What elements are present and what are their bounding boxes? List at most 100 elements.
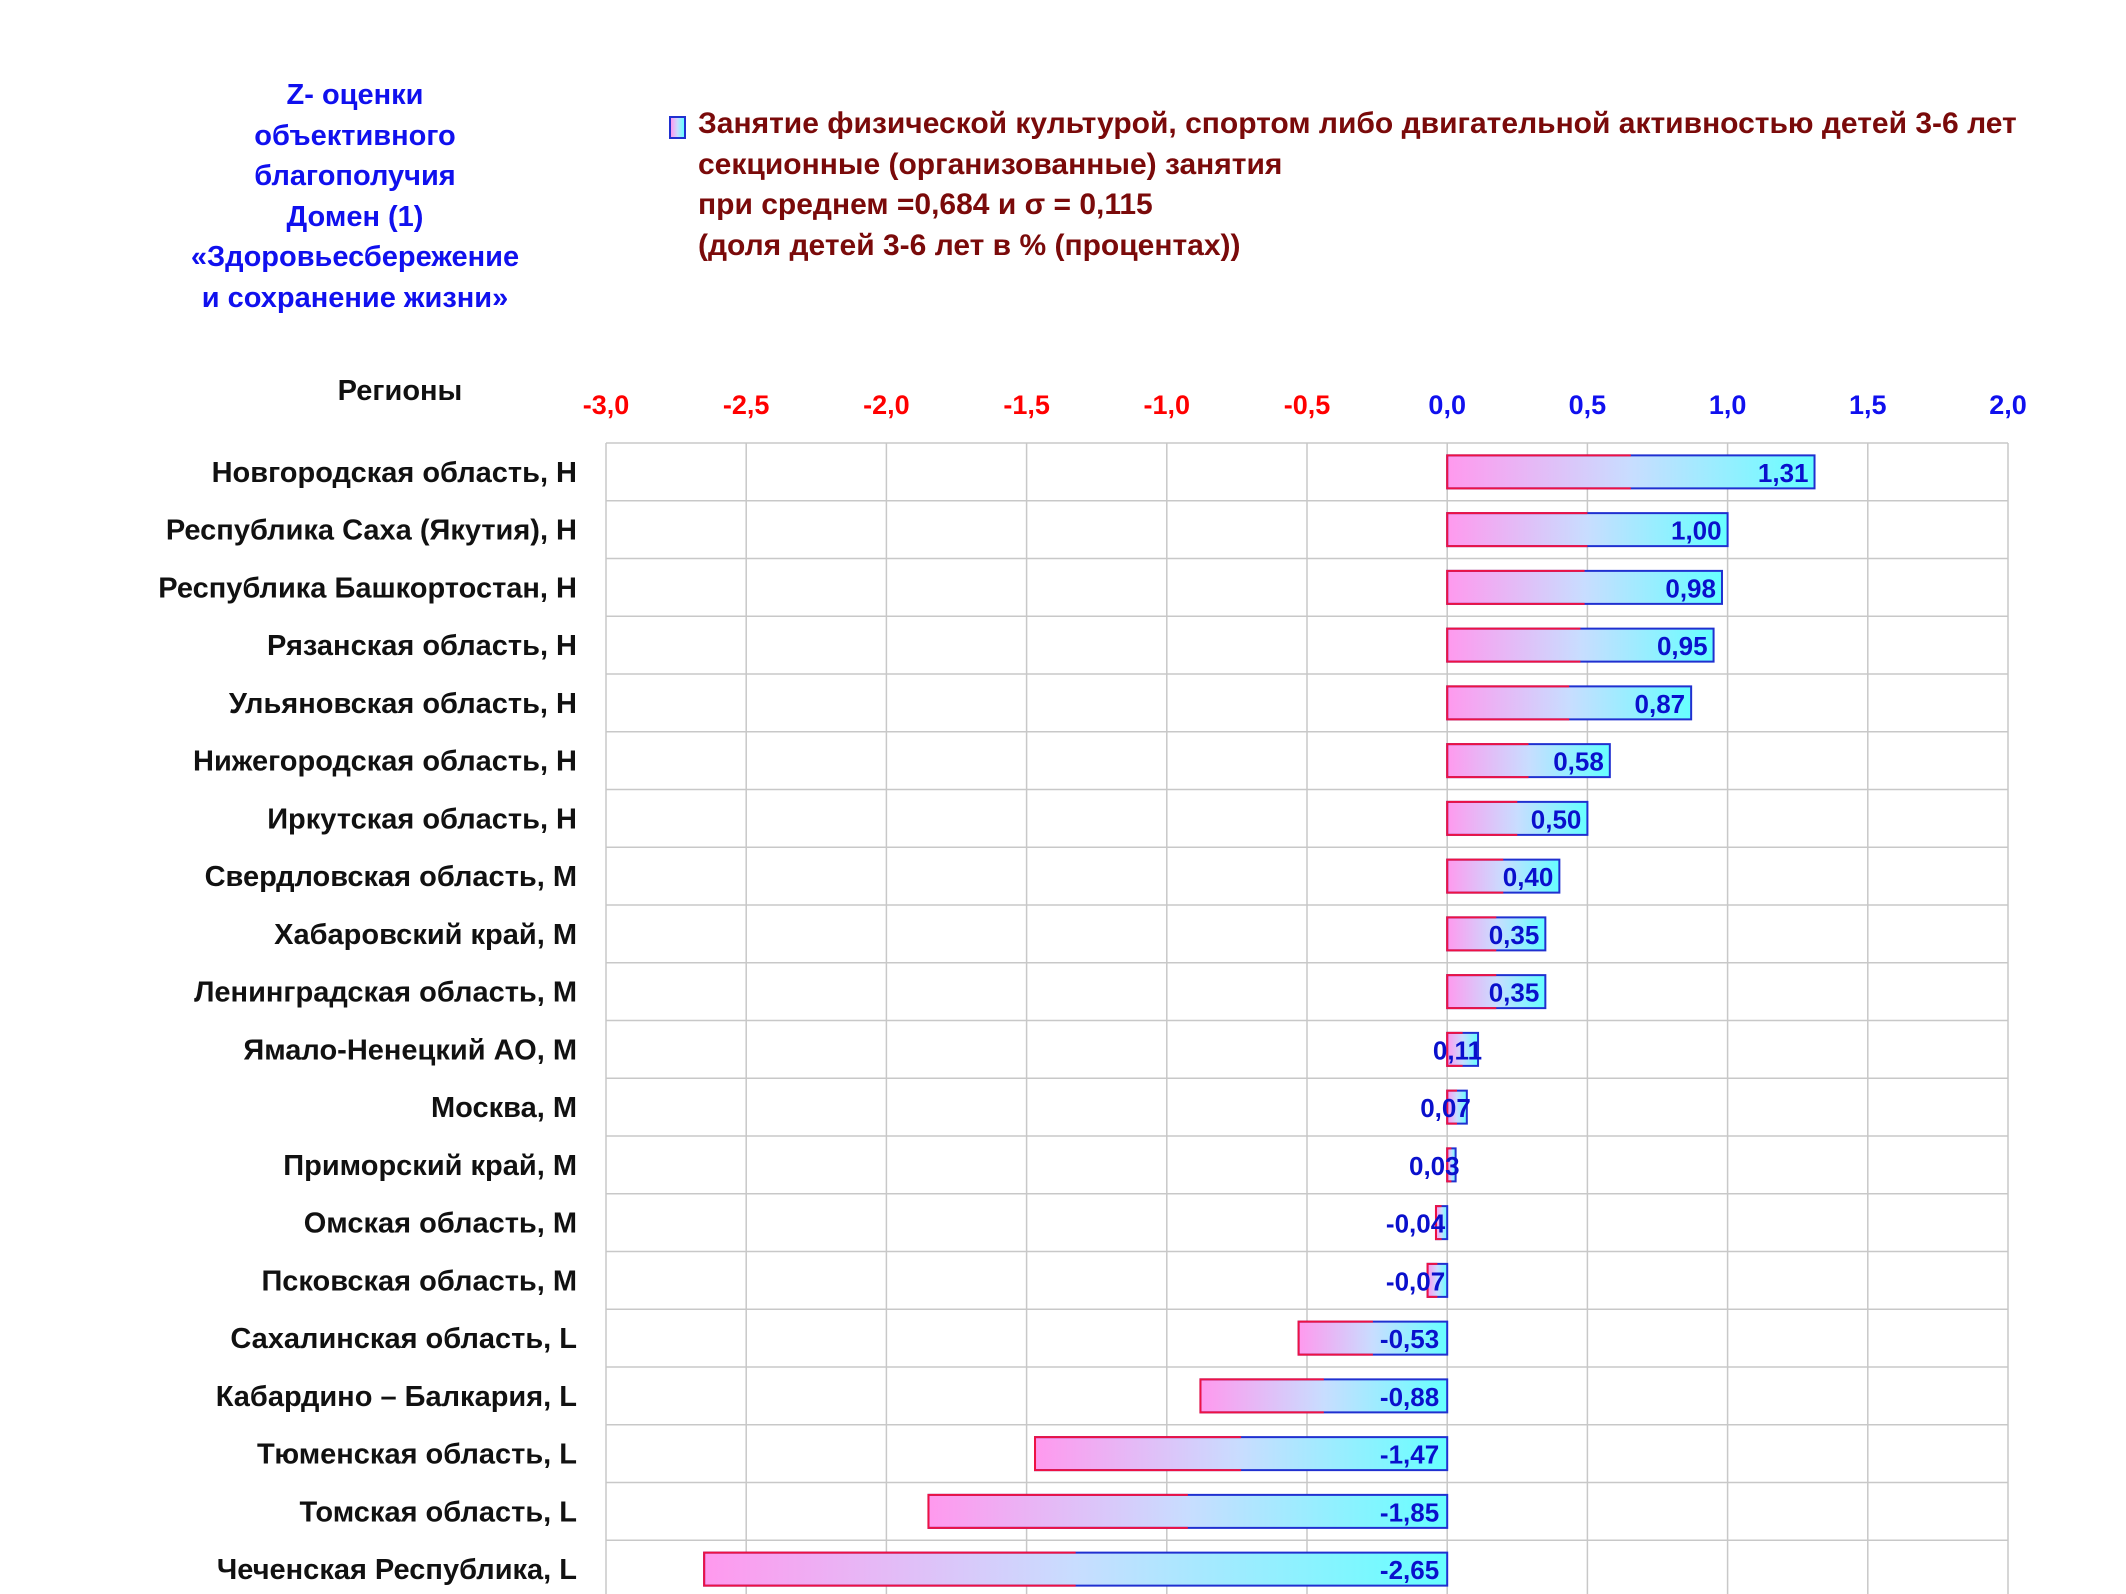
region-label: Томская область, L [300,1496,577,1528]
bar-edge [1446,685,1570,721]
domain-title-line: объективного [254,119,456,152]
x-tick-label: 1,0 [1709,390,1747,420]
region-label: Свердловская область, M [205,861,577,893]
bar-edge [1446,1147,1452,1183]
region-label: Омская область, M [304,1208,577,1240]
bar-value-label: -2,65 [1380,1555,1439,1585]
bar [1446,916,1547,952]
bar [1446,685,1693,721]
bar-edge [927,1493,1188,1529]
region-label: Приморский край, M [283,1150,577,1182]
bar [1446,1089,1468,1125]
region-label: Республика Саха (Якутия), H [166,515,577,547]
bar [1446,454,1816,490]
x-tick-label: -2,0 [863,390,910,420]
bar-fill [1034,1436,1449,1472]
bar [1446,1031,1480,1067]
region-label: Ульяновская область, H [229,688,577,720]
bar-edge [1446,454,1631,490]
bar [927,1493,1449,1529]
bar [1446,512,1729,548]
bar [1446,569,1723,605]
domain-title-line: благополучия [254,160,456,192]
bar-fill [1446,512,1729,548]
bar-fill [703,1551,1449,1587]
bar-value-label: -1,85 [1380,1497,1439,1527]
bar [1446,800,1589,836]
x-tick-label: -3,0 [583,390,630,420]
bar [1446,743,1611,779]
bar-value-label: 0,98 [1665,573,1716,603]
x-tick-label: 0,5 [1569,390,1607,420]
bar-edge [703,1551,1076,1587]
bar-value-label: 0,11 [1433,1035,1482,1065]
region-label: Ленинградская область, M [194,977,577,1009]
region-label: Сахалинская область, L [230,1323,577,1355]
region-label: Кабардино – Балкария, L [216,1381,577,1413]
bar-fill [1446,569,1723,605]
bar [1034,1436,1449,1472]
bar-edge [1446,743,1529,779]
bar-edge [1446,800,1518,836]
bar-edge [1446,1031,1463,1067]
bar [1199,1378,1449,1414]
bar [1446,1147,1457,1183]
domain-title-line: Z- оценки [286,79,424,111]
domain-title-line: «Здоровьесбережение [190,241,520,273]
domain-title-line: Домен (1) [286,200,424,233]
region-label: Рязанская область, H [267,630,577,662]
x-tick-label: -0,5 [1284,390,1331,420]
region-label: Псковская область, M [261,1265,577,1297]
x-tick-label: 0,0 [1428,390,1466,420]
bar-edge [1446,627,1581,663]
legend-swatch-icon [669,116,686,139]
bar [1434,1205,1449,1241]
bar-value-label: -1,47 [1380,1440,1439,1470]
bar [1446,858,1561,894]
bar-edge [1446,1089,1458,1125]
bar-fill [927,1493,1449,1529]
bar-value-label: 1,31 [1758,458,1809,488]
region-label: Чеченская Республика, L [217,1554,577,1586]
bar-edge [1199,1378,1324,1414]
bar-edge [1446,974,1497,1010]
bar [703,1551,1449,1587]
region-label: Хабаровский край, M [274,919,577,951]
x-tick-label: 2,0 [1989,390,2027,420]
bar-edge [1034,1436,1242,1472]
bar-value-label: 0,35 [1489,920,1540,950]
x-tick-label: 1,5 [1849,390,1887,420]
x-tick-label: -2,5 [723,390,770,420]
bar-edge [1446,569,1585,605]
bar-value-label: 0,50 [1531,804,1582,834]
bar-value-label: 0,58 [1553,747,1604,777]
bar-edge [1297,1320,1373,1356]
bar-edge [1434,1205,1442,1241]
bar [1297,1320,1449,1356]
region-label: Нижегородская область, H [193,746,577,778]
bar-value-label: 1,00 [1671,516,1722,546]
region-label: Ямало-Ненецкий АО, M [243,1034,577,1066]
bar-fill [1446,627,1715,663]
regions-axis-header: Регионы [337,375,463,407]
bar-value-label: -0,53 [1380,1324,1439,1354]
region-label: Республика Башкортостан, H [158,572,577,604]
bar-edge [1446,858,1504,894]
bar-value-label: -0,88 [1380,1382,1439,1412]
legend: Занятие физической культурой, спортом ли… [665,104,2017,266]
bar-edge [1446,916,1497,952]
bar-value-label: 0,03 [1409,1151,1460,1181]
legend-line: при среднем =0,684 и σ = 0,115 [698,188,1153,221]
bar-value-label: 0,35 [1489,978,1540,1008]
legend-line: секционные (организованные) занятия [698,147,1283,181]
bar [1446,974,1547,1010]
x-tick-label: -1,5 [1003,390,1050,420]
bar-edge [1426,1262,1438,1298]
bar-value-label: -0,07 [1386,1266,1445,1296]
region-label: Москва, M [431,1092,577,1124]
bar [1446,627,1715,663]
domain-title-line: и сохранение жизни» [201,281,509,314]
region-label: Тюменская область, L [257,1439,577,1471]
bar-value-label: 0,07 [1420,1093,1471,1123]
